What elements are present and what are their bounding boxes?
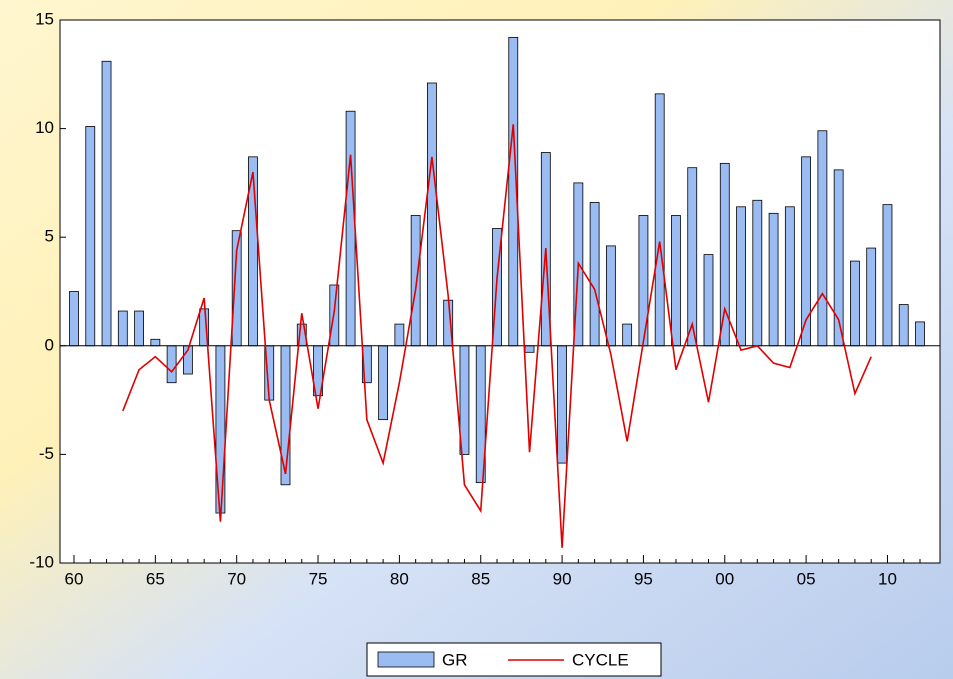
- bar: [101, 60, 112, 347]
- x-tick-label: 90: [553, 569, 572, 588]
- bar: [915, 321, 925, 347]
- bar: [427, 82, 437, 347]
- bar: [817, 130, 828, 347]
- y-tick-label: -10: [29, 552, 54, 571]
- bar: [459, 345, 470, 455]
- bar: [801, 156, 812, 347]
- x-tick-label: 10: [878, 569, 897, 588]
- bar: [524, 345, 535, 353]
- bar: [671, 215, 681, 347]
- y-tick-label: 10: [35, 118, 54, 137]
- bar: [280, 345, 291, 486]
- bar: [134, 310, 144, 347]
- legend: GR CYCLE: [366, 642, 662, 677]
- x-tick-label: 00: [715, 569, 734, 588]
- bar: [85, 126, 96, 347]
- bar: [768, 212, 779, 347]
- bar: [882, 204, 893, 347]
- y-tick-label: 15: [35, 9, 54, 28]
- x-tick-label: 75: [309, 569, 328, 588]
- legend-label: GR: [442, 650, 468, 669]
- legend-swatch: [377, 651, 435, 668]
- bar: [589, 202, 600, 347]
- bar: [410, 215, 421, 347]
- bar: [654, 93, 665, 347]
- legend-label: CYCLE: [572, 650, 629, 669]
- x-tick-label: 05: [797, 569, 816, 588]
- bar: [605, 245, 616, 347]
- x-tick-label: 65: [146, 569, 165, 588]
- bar: [166, 345, 177, 384]
- x-tick-label: 85: [471, 569, 490, 588]
- y-tick-label: 5: [45, 227, 54, 246]
- bar: [866, 247, 877, 347]
- x-tick-label: 80: [390, 569, 409, 588]
- bar: [850, 260, 860, 347]
- bar: [394, 323, 405, 347]
- y-tick-label: 0: [45, 335, 54, 354]
- bar: [784, 206, 795, 347]
- bar: [117, 310, 128, 347]
- x-tick-label: 95: [634, 569, 653, 588]
- bar: [345, 110, 356, 347]
- bar: [378, 345, 389, 421]
- bar: [703, 254, 714, 347]
- line: [122, 124, 872, 548]
- bar: [898, 304, 909, 347]
- bar: [687, 167, 698, 347]
- bar: [622, 323, 633, 347]
- bar: [557, 345, 567, 464]
- bar: [752, 199, 763, 347]
- x-tick-label: 60: [65, 569, 84, 588]
- bar: [150, 338, 161, 347]
- bar: [69, 291, 79, 347]
- x-tick-label: 70: [227, 569, 246, 588]
- bar: [736, 206, 746, 347]
- y-tick-label: -5: [39, 444, 54, 463]
